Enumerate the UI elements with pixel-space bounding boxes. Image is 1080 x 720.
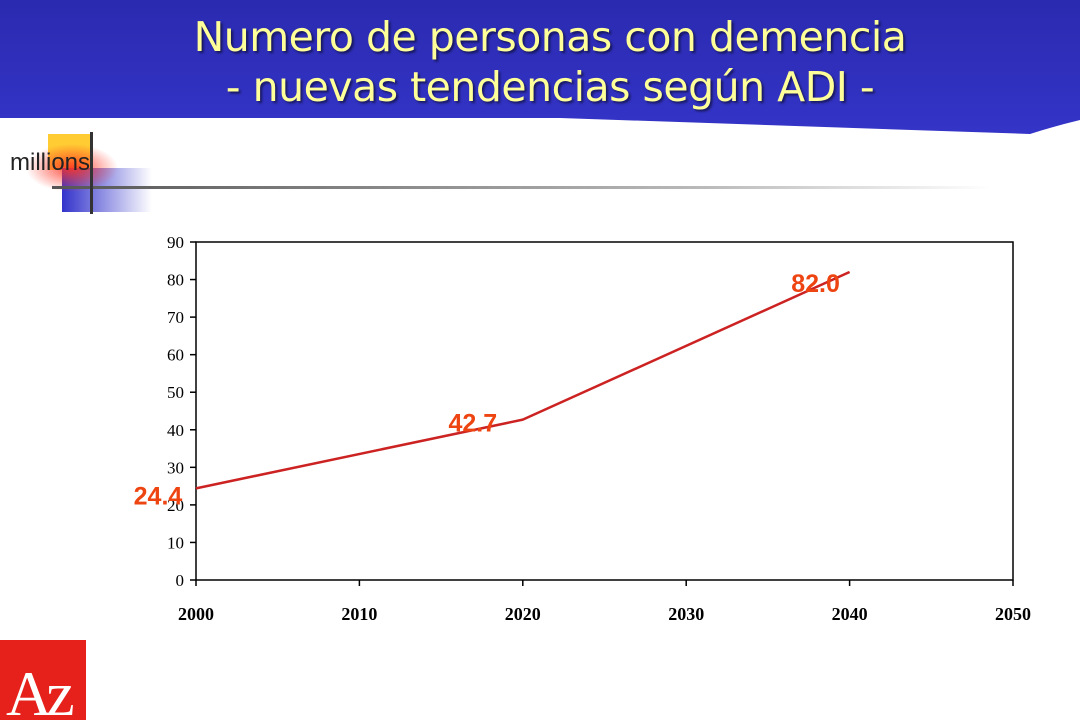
y-tick-label: 40	[167, 421, 184, 440]
y-tick-label: 90	[167, 233, 184, 252]
y-tick-label: 60	[167, 346, 184, 365]
x-tick-label: 2010	[341, 604, 377, 624]
decorative-accent	[26, 132, 992, 214]
logo: Az	[0, 640, 86, 720]
y-tick-label: 20	[167, 496, 184, 515]
y-tick-label: 30	[167, 458, 184, 477]
y-tick-label: 80	[167, 271, 184, 290]
x-tick-label: 2000	[178, 604, 214, 624]
page-title: Numero de personas con demencia - nuevas…	[120, 12, 980, 112]
y-tick-label: 50	[167, 383, 184, 402]
plot-frame	[195, 241, 1014, 581]
x-tick-label: 2020	[505, 604, 541, 624]
x-tick-label: 2040	[832, 604, 868, 624]
logo-text: Az	[6, 658, 75, 720]
series-line	[195, 270, 851, 490]
title-line-1: Numero de personas con demencia	[193, 13, 907, 61]
title-banner	[0, 0, 1080, 134]
y-tick-label: 70	[167, 308, 184, 327]
x-tick-label: 2050	[995, 604, 1031, 624]
y-tick-label: 10	[167, 533, 184, 552]
y-unit-label: millions	[10, 149, 91, 176]
x-tick-label: 2030	[668, 604, 704, 624]
data-label: 82.0	[791, 270, 840, 298]
title-line-2: - nuevas tendencias según ADI -	[225, 63, 875, 111]
data-label: 42.7	[448, 410, 497, 438]
data-label: 24.4	[134, 482, 183, 510]
y-tick-label: 0	[176, 571, 185, 590]
